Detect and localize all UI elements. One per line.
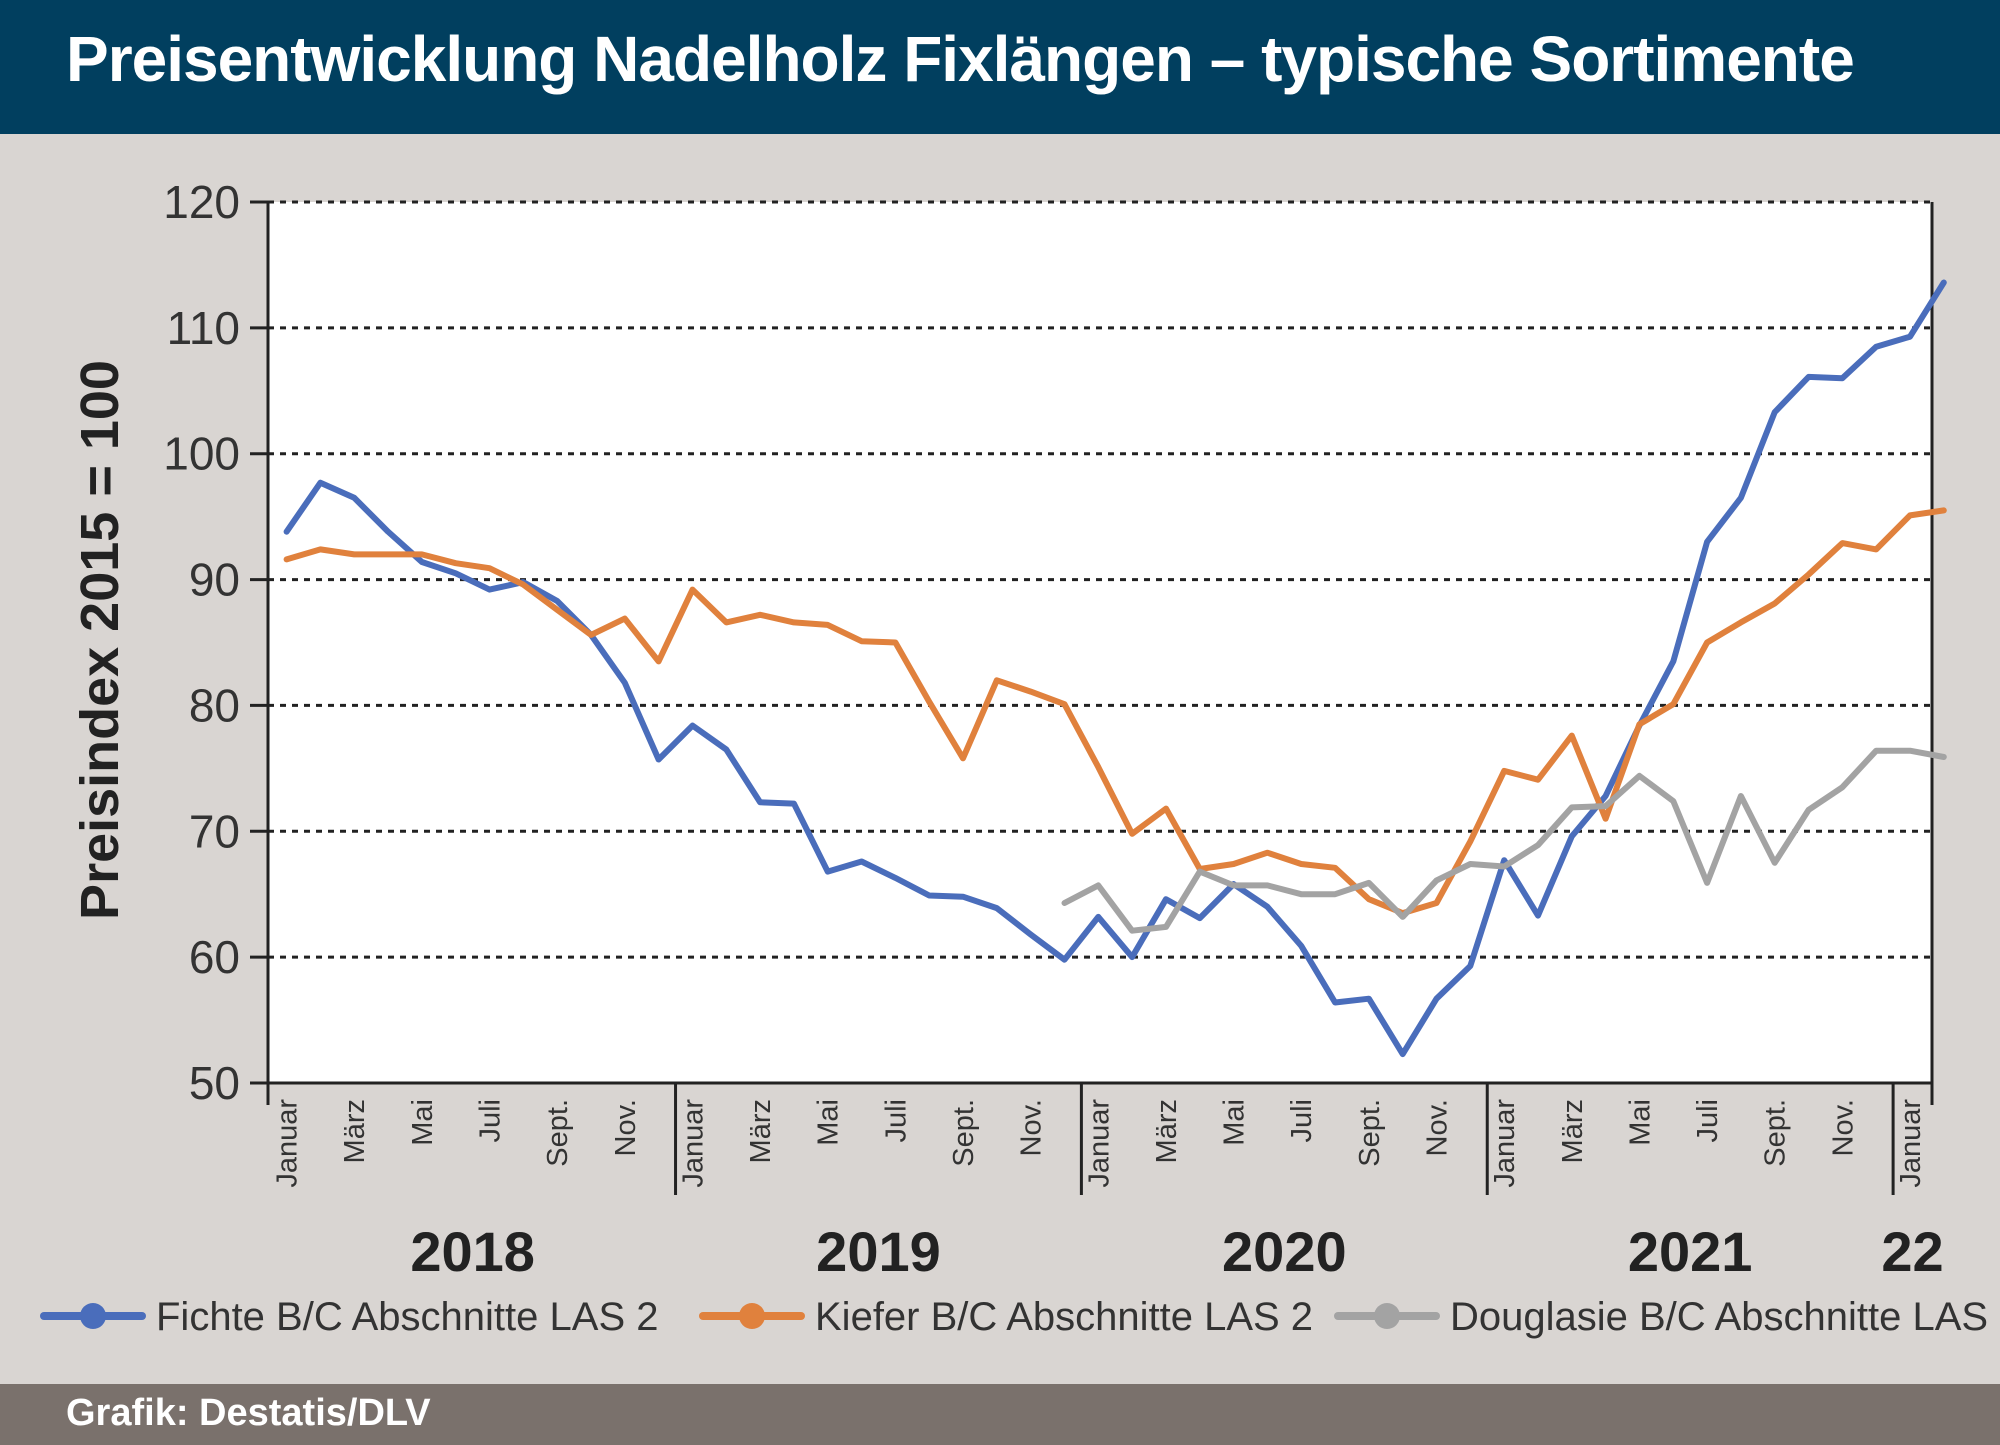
y-axis-ticks: 50 60 70 80 90 100 110 120 <box>163 176 268 1109</box>
x-tick-label: Juli <box>1692 1099 1724 1143</box>
x-tick-label: Mai <box>813 1099 845 1146</box>
y-tick-label: 60 <box>189 931 240 983</box>
x-tick-label: Sept. <box>1760 1099 1792 1167</box>
legend-swatch-marker <box>80 1303 106 1329</box>
x-tick-label: Nov. <box>1827 1099 1859 1156</box>
legend-label: Douglasie B/C Abschnitte LAS 2 <box>1450 1295 2000 1339</box>
year-label: 22 <box>1881 1220 1943 1283</box>
year-label: 2021 <box>1628 1220 1753 1283</box>
x-tick-label: Nov. <box>610 1099 642 1156</box>
series-line-1 <box>283 279 1947 1058</box>
x-tick-label: Mai <box>407 1099 439 1146</box>
x-tick-label: Januar <box>1083 1099 1115 1188</box>
line-chart: 50 60 70 80 90 100 110 120 Januar März Mai Juli Sep… <box>40 176 2000 1339</box>
source-credit: Grafik: Destatis/DLV <box>66 1392 431 1434</box>
legend-label: Kiefer B/C Abschnitte LAS 2 <box>815 1295 1313 1339</box>
legend-swatch-marker <box>1374 1303 1400 1329</box>
year-label: 2019 <box>816 1220 941 1283</box>
x-tick-label: Januar <box>1489 1099 1521 1188</box>
x-tick-label: Mai <box>1624 1099 1656 1146</box>
year-label: 2018 <box>410 1220 535 1283</box>
y-tick-label: 120 <box>163 176 240 228</box>
chart-title: Preisentwicklung Nadelholz Fixlängen – t… <box>66 23 1855 95</box>
y-tick-label: 80 <box>189 679 240 731</box>
y-tick-label: 100 <box>163 428 240 480</box>
x-tick-label: März <box>745 1099 777 1163</box>
footer-bar: Grafik: Destatis/DLV <box>0 1384 2000 1445</box>
x-tick-label: Januar <box>1895 1099 1927 1188</box>
x-tick-label: März <box>339 1099 371 1163</box>
x-tick-label: Nov. <box>1422 1099 1454 1156</box>
series-lines <box>283 279 1947 1058</box>
grid <box>268 200 1932 1083</box>
x-tick-label: Juli <box>1286 1099 1318 1143</box>
x-tick-label: Januar <box>677 1099 709 1188</box>
year-label: 2020 <box>1222 1220 1347 1283</box>
x-tick-label: März <box>1557 1099 1589 1163</box>
x-tick-label: Sept. <box>948 1099 980 1167</box>
legend: Fichte B/C Abschnitte LAS 2 Kiefer B/C Ab… <box>40 1295 2000 1339</box>
x-tick-label: Sept. <box>542 1099 574 1167</box>
x-tick-label: März <box>1151 1099 1183 1163</box>
legend-item-3: Douglasie B/C Abschnitte LAS 2 <box>1334 1295 2000 1339</box>
y-tick-label: 50 <box>189 1057 240 1109</box>
y-axis-label: Preisindex 2015 = 100 <box>70 360 130 920</box>
x-tick-label: Januar <box>272 1099 304 1188</box>
x-tick-label: Mai <box>1219 1099 1251 1146</box>
series-line-2 <box>283 507 1947 917</box>
axes <box>266 202 1934 1105</box>
y-tick-label: 70 <box>189 805 240 857</box>
x-axis-ticks: Januar März Mai Juli Sept. Nov. Januar März Mai J… <box>272 1083 1944 1283</box>
legend-label: Fichte B/C Abschnitte LAS 2 <box>156 1295 658 1339</box>
y-tick-label: 90 <box>189 554 240 606</box>
y-tick-label: 110 <box>167 302 240 354</box>
legend-item-1: Fichte B/C Abschnitte LAS 2 <box>40 1295 658 1339</box>
plot-area <box>268 202 1932 1083</box>
x-tick-label: Juli <box>880 1099 912 1143</box>
title-banner: Preisentwicklung Nadelholz Fixlängen – t… <box>0 0 2000 134</box>
x-tick-label: Sept. <box>1354 1099 1386 1167</box>
x-tick-label: Nov. <box>1016 1099 1048 1156</box>
legend-swatch-marker <box>739 1303 765 1329</box>
series-line-3 <box>1061 747 1947 934</box>
x-tick-label: Juli <box>475 1099 507 1143</box>
legend-item-2: Kiefer B/C Abschnitte LAS 2 <box>699 1295 1313 1339</box>
